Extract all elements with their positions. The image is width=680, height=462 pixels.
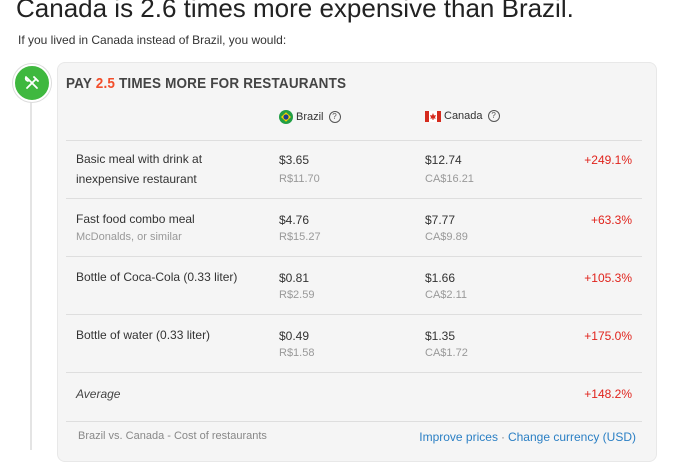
- price-canada-local: CA$2.11: [425, 289, 467, 301]
- price-canada-usd: $7.77: [425, 213, 456, 227]
- item-name: Basic meal with drink at inexpensive res…: [76, 152, 203, 186]
- table-row: Basic meal with drink at inexpensive res…: [66, 140, 642, 199]
- price-brazil-local: R$15.27: [279, 231, 321, 243]
- restaurants-card: PAY 2.5 TIMES MORE FOR RESTAURANTS Brazi…: [57, 62, 657, 462]
- item-name: Bottle of Coca-Cola (0.33 liter): [76, 270, 238, 284]
- table-row: Bottle of water (0.33 liter) $0.49 R$1.5…: [66, 314, 642, 373]
- column-header-canada: Canada ?: [425, 110, 500, 122]
- average-difference: +148.2%: [584, 387, 632, 401]
- timeline-line: [30, 90, 32, 450]
- multiplier-value: 2.5: [95, 75, 116, 92]
- table-row: Fast food combo meal McDonalds, or simil…: [66, 198, 642, 257]
- price-canada-local: CA$1.72: [425, 347, 468, 359]
- price-difference: +249.1%: [584, 153, 632, 167]
- column-header-brazil: Brazil ?: [279, 110, 341, 124]
- page-headline: Canada is 2.6 times more expensive than …: [16, 0, 574, 23]
- price-difference: +175.0%: [584, 329, 632, 343]
- card-title: PAY 2.5 TIMES MORE FOR RESTAURANTS: [66, 75, 347, 92]
- price-canada-usd: $1.66: [425, 271, 456, 285]
- price-difference: +63.3%: [590, 213, 632, 227]
- price-brazil-usd: $0.81: [279, 271, 310, 285]
- price-brazil-local: R$11.70: [279, 173, 320, 185]
- card-caption: Brazil vs. Canada - Cost of restaurants: [78, 430, 267, 442]
- category-badge: [13, 64, 51, 102]
- item-name: Bottle of water (0.33 liter): [76, 328, 211, 342]
- help-icon[interactable]: ?: [487, 110, 500, 122]
- fork-knife-icon: [24, 76, 39, 89]
- item-description: McDonalds, or similar: [76, 231, 182, 243]
- price-canada-usd: $12.74: [425, 153, 462, 167]
- price-canada-usd: $1.35: [425, 329, 456, 343]
- price-brazil-usd: $0.49: [279, 329, 310, 343]
- price-canada-local: CA$16.21: [425, 173, 474, 185]
- column-header-brazil-label: Brazil: [296, 111, 324, 123]
- price-brazil-usd: $3.65: [279, 153, 310, 167]
- column-header-canada-label: Canada: [444, 110, 483, 122]
- price-brazil-usd: $4.76: [279, 213, 310, 227]
- page-subline: If you lived in Canada instead of Brazil…: [18, 33, 287, 47]
- price-brazil-local: R$2.59: [279, 289, 315, 301]
- item-name: Fast food combo meal: [76, 212, 195, 226]
- table-row: Bottle of Coca-Cola (0.33 liter) $0.81 R…: [66, 256, 642, 315]
- average-row: Average +148.2%: [66, 372, 642, 422]
- price-canada-local: CA$9.89: [425, 231, 468, 243]
- brazil-flag-icon: [279, 110, 293, 124]
- change-currency-link[interactable]: Change currency (USD): [507, 430, 636, 444]
- card-footer-links: Improve prices · Change currency (USD): [419, 430, 636, 444]
- link-separator: ·: [500, 430, 505, 444]
- help-icon[interactable]: ?: [328, 111, 341, 123]
- price-difference: +105.3%: [584, 271, 632, 285]
- canada-flag-icon: [425, 110, 441, 122]
- improve-prices-link[interactable]: Improve prices: [419, 430, 498, 444]
- average-label: Average: [76, 387, 121, 401]
- price-brazil-local: R$1.58: [279, 347, 315, 359]
